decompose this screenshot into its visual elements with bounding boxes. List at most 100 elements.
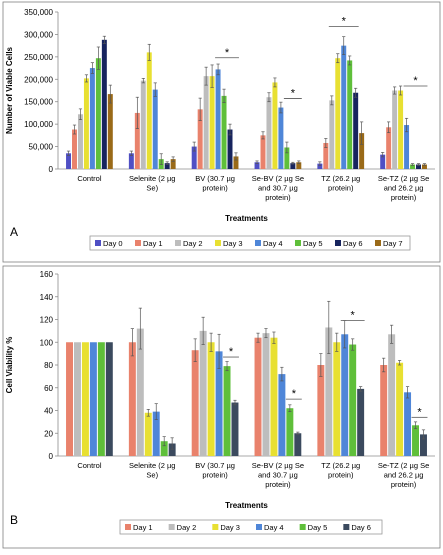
legend-box	[119, 519, 383, 535]
y-tick-label: 350,000	[24, 8, 53, 17]
bar	[392, 90, 398, 169]
y-tick-label: 300,000	[24, 30, 53, 39]
y-tick-label: 50,000	[29, 143, 54, 152]
category-label: Control	[77, 174, 102, 183]
legend-label: Day 6	[351, 523, 371, 532]
bar	[386, 127, 392, 169]
panel-label: B	[10, 513, 18, 527]
category-label: protein)	[328, 184, 354, 193]
category-label: Se)	[146, 184, 158, 193]
legend-swatch	[215, 240, 221, 246]
chart-panel-a: 0 50,000 100,000 150,000 200,000 250,000 300,0…	[5, 8, 435, 251]
legend-label: Day 5	[303, 239, 323, 248]
significance-asterisk: *	[342, 15, 347, 27]
category-label: and 30.7 µg	[258, 184, 298, 193]
bar	[227, 129, 233, 169]
category-label: Selenite (2 µg	[129, 174, 175, 183]
x-axis-label: Treatments	[225, 214, 268, 223]
bar	[233, 156, 239, 169]
bar	[329, 100, 335, 169]
bar	[357, 388, 365, 456]
category-label: Se-BV (2 µg Se	[252, 461, 304, 470]
category-label: Se-TZ (2 µg Se	[378, 461, 429, 470]
y-tick-label: 160	[40, 270, 54, 279]
bar	[101, 39, 107, 169]
bar	[412, 425, 420, 456]
category-label: protein)	[328, 471, 354, 480]
bar	[134, 112, 140, 169]
panel-b-frame	[2, 265, 441, 549]
bar	[380, 365, 388, 456]
bar	[107, 94, 113, 169]
y-tick-label: 40	[44, 407, 53, 416]
bar	[97, 342, 105, 456]
significance-asterisk: *	[291, 88, 296, 100]
bar	[66, 342, 73, 456]
legend-label: Day 2	[177, 523, 197, 532]
y-tick-label: 80	[44, 361, 53, 370]
legend-label: Day 6	[343, 239, 363, 248]
bar	[272, 82, 278, 169]
bar	[420, 434, 427, 456]
bar	[73, 342, 81, 456]
legend-swatch	[295, 240, 301, 246]
x-axis-label: Treatments	[225, 501, 268, 510]
bar	[404, 392, 412, 456]
legend-swatch	[299, 524, 306, 530]
category-label: and 26.2 µg	[384, 471, 424, 480]
y-tick-label: 250,000	[24, 53, 53, 62]
category-label: and 30.7 µg	[258, 471, 298, 480]
bar	[89, 342, 97, 456]
legend-box	[89, 235, 411, 251]
category-label: protein)	[391, 193, 417, 202]
bar	[209, 76, 215, 169]
category-label: BV (30.7 µg	[195, 461, 235, 470]
legend-swatch	[168, 524, 175, 530]
significance-asterisk: *	[413, 75, 418, 87]
significance-asterisk: *	[351, 310, 356, 322]
category-label: protein)	[202, 184, 228, 193]
y-axis-label: Cell Viability %	[5, 337, 14, 394]
bar	[223, 366, 231, 456]
legend-label: Day 3	[220, 523, 240, 532]
bar	[144, 412, 152, 456]
y-tick-label: 60	[44, 384, 53, 393]
bar	[95, 58, 101, 169]
legend-swatch	[212, 524, 219, 530]
significance-asterisk: *	[417, 406, 422, 418]
bar	[89, 68, 95, 169]
y-tick-label: 140	[40, 293, 54, 302]
category-label: and 26.2 µg	[384, 184, 424, 193]
bar	[341, 45, 347, 170]
bar	[270, 337, 278, 456]
legend-label: Day 4	[263, 239, 283, 248]
bar	[404, 125, 410, 169]
category-label: protein)	[265, 480, 291, 489]
significance-asterisk: *	[225, 47, 230, 59]
category-label: Se-TZ (2 µg Se	[378, 174, 429, 183]
bar	[359, 133, 365, 169]
legend-label: Day 5	[308, 523, 328, 532]
bar	[152, 89, 158, 169]
bar	[396, 362, 404, 456]
bar	[128, 153, 134, 169]
bar	[353, 92, 359, 169]
y-tick-label: 150,000	[24, 98, 53, 107]
legend-label: Day 4	[264, 523, 284, 532]
bar	[168, 443, 176, 456]
legend-label: Day 1	[143, 239, 163, 248]
bar	[333, 342, 341, 456]
category-label: Selenite (2 µg	[129, 461, 175, 470]
bar	[286, 408, 294, 456]
y-tick-label: 100,000	[24, 120, 53, 129]
bar	[317, 365, 325, 456]
chart-panel-b: 0 20 40 60 80 100 120 140 160 Cell Viability % Con…	[5, 270, 435, 535]
bar	[152, 411, 160, 456]
category-label: Se-BV (2 µg Se	[252, 174, 304, 183]
bar	[231, 402, 239, 456]
legend-swatch	[335, 240, 341, 246]
legend-label: Day 3	[223, 239, 243, 248]
bar	[294, 433, 302, 456]
y-tick-label: 0	[49, 452, 54, 461]
